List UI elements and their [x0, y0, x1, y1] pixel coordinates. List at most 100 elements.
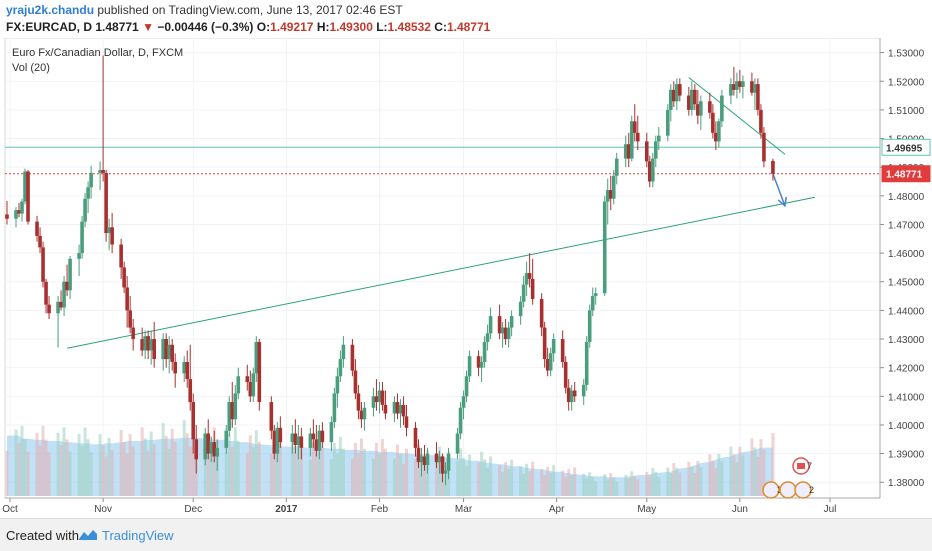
candle[interactable] [299, 427, 304, 460]
candle[interactable] [461, 390, 466, 420]
candle[interactable] [632, 104, 637, 142]
candle[interactable] [290, 424, 295, 454]
candle[interactable] [644, 132, 649, 168]
candle[interactable] [20, 198, 24, 222]
candle[interactable] [759, 104, 763, 139]
candle[interactable] [377, 381, 382, 414]
candle[interactable] [581, 379, 586, 405]
candle[interactable] [693, 84, 697, 110]
candle[interactable] [587, 304, 592, 348]
candle[interactable] [167, 336, 171, 374]
candle[interactable] [542, 321, 547, 368]
candle[interactable] [146, 330, 150, 360]
rising-trendline[interactable] [66, 196, 816, 349]
candle[interactable] [62, 276, 66, 317]
candle[interactable] [732, 66, 736, 96]
candle[interactable] [233, 384, 238, 425]
candle[interactable] [254, 336, 259, 382]
candle[interactable] [467, 350, 472, 382]
candle[interactable] [771, 158, 775, 181]
candle[interactable] [756, 78, 760, 116]
candle[interactable] [623, 135, 628, 168]
candle[interactable] [77, 244, 81, 277]
candle[interactable] [678, 78, 682, 102]
candle[interactable] [762, 127, 766, 168]
candle[interactable] [296, 424, 301, 460]
candle[interactable] [551, 333, 556, 362]
candle[interactable] [464, 370, 469, 403]
candle[interactable] [278, 416, 283, 448]
candle[interactable] [566, 379, 571, 411]
candle-series[interactable] [5, 55, 775, 486]
candle[interactable] [437, 450, 442, 474]
candle[interactable] [608, 175, 613, 211]
candle[interactable] [383, 390, 388, 420]
author-link[interactable]: yraju2k.chandu [6, 3, 95, 17]
candle[interactable] [86, 181, 90, 214]
candle[interactable] [251, 367, 256, 403]
candle[interactable] [317, 424, 322, 460]
candle[interactable] [398, 399, 403, 428]
candle[interactable] [308, 427, 313, 457]
candle[interactable] [524, 261, 529, 297]
candle[interactable] [506, 321, 511, 348]
candle[interactable] [5, 200, 9, 225]
candle[interactable] [338, 350, 343, 382]
candle[interactable] [593, 287, 598, 305]
candle[interactable] [560, 330, 565, 368]
candle[interactable] [23, 168, 27, 205]
candle[interactable] [458, 402, 463, 440]
candle[interactable] [245, 364, 250, 391]
candle[interactable] [666, 104, 670, 142]
candle[interactable] [503, 318, 508, 345]
candle[interactable] [35, 215, 39, 242]
candle[interactable] [194, 424, 199, 474]
candle[interactable] [422, 445, 427, 471]
candle[interactable] [119, 238, 123, 279]
candle[interactable] [425, 447, 430, 474]
candle[interactable] [191, 393, 196, 454]
candle[interactable] [440, 453, 445, 483]
candle[interactable] [47, 296, 51, 319]
candle[interactable] [401, 396, 406, 425]
candle[interactable] [359, 402, 364, 428]
candle[interactable] [611, 170, 616, 205]
candle[interactable] [140, 327, 144, 357]
candle[interactable] [89, 165, 93, 199]
candle[interactable] [443, 462, 448, 486]
candle[interactable] [215, 439, 220, 471]
candle[interactable] [738, 69, 742, 93]
candle[interactable] [476, 350, 481, 377]
candle[interactable] [350, 339, 355, 377]
candle[interactable] [416, 439, 421, 468]
candle[interactable] [80, 215, 84, 259]
candle[interactable] [170, 339, 174, 371]
candle[interactable] [374, 379, 379, 411]
dividend-event-icon[interactable]: 2 [794, 481, 814, 499]
candle[interactable] [101, 55, 105, 182]
candle[interactable] [257, 339, 262, 411]
candle[interactable] [335, 367, 340, 408]
candle[interactable] [521, 276, 526, 308]
candle[interactable] [314, 424, 319, 457]
candle[interactable] [699, 95, 703, 130]
candle[interactable] [614, 152, 619, 185]
candle[interactable] [161, 333, 165, 371]
candle[interactable] [122, 261, 126, 294]
candle[interactable] [56, 296, 60, 348]
candle[interactable] [68, 255, 72, 299]
candle[interactable] [128, 296, 132, 334]
candle[interactable] [17, 202, 21, 218]
candle[interactable] [590, 287, 595, 317]
candle[interactable] [605, 178, 610, 225]
candle[interactable] [675, 78, 679, 110]
candle[interactable] [650, 152, 655, 188]
drawings[interactable] [5, 77, 880, 349]
candle[interactable] [497, 304, 502, 340]
candle[interactable] [248, 370, 253, 403]
chart-canvas[interactable]: 1.530001.520001.510001.500001.490001.480… [0, 37, 932, 518]
candle[interactable] [149, 330, 153, 365]
candle[interactable] [320, 422, 325, 448]
candle[interactable] [311, 419, 316, 448]
candle[interactable] [518, 296, 523, 325]
